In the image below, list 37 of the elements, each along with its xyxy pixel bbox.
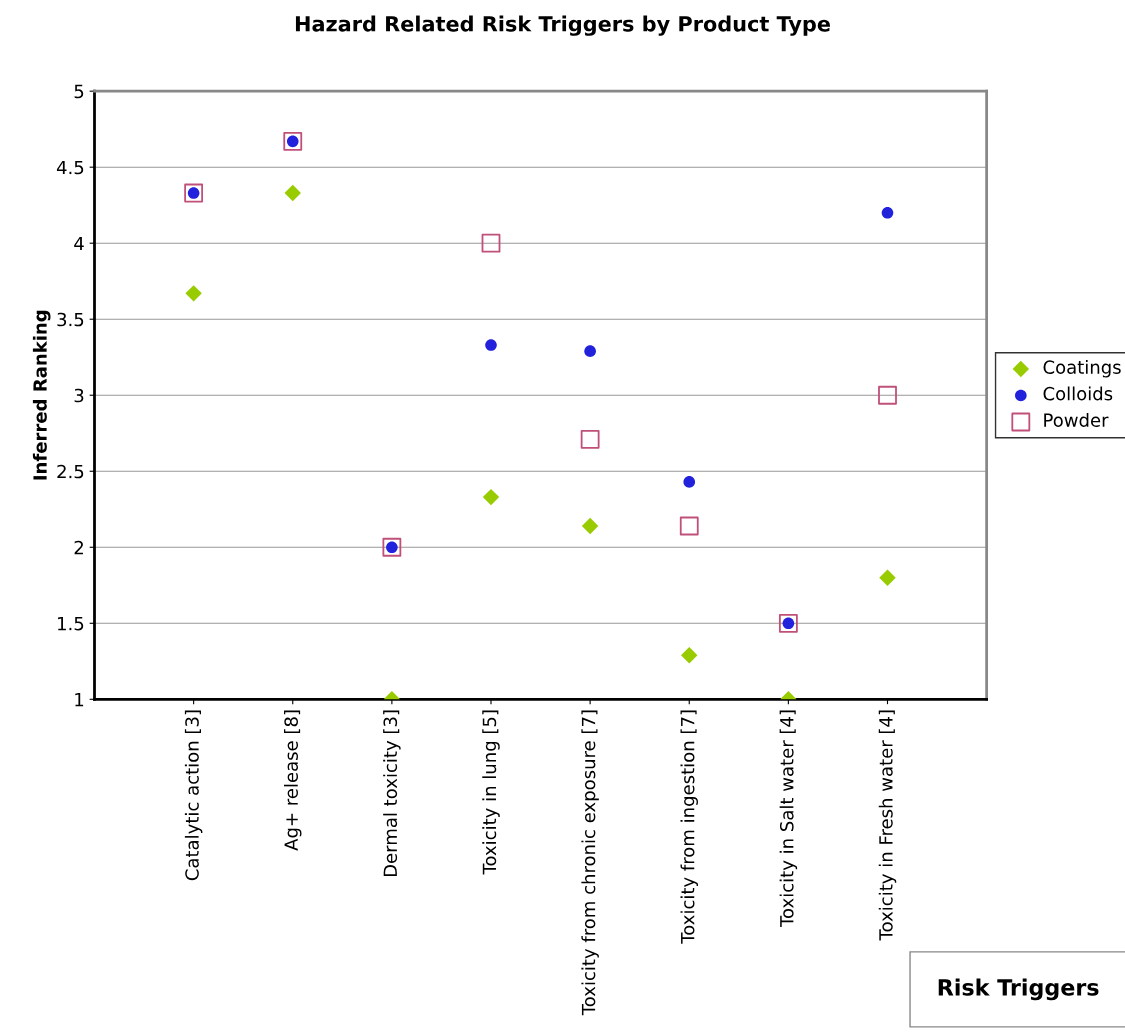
chart-title: Hazard Related Risk Triggers by Product Type (295, 15, 830, 36)
y-tick-label: 4.5 (56, 160, 84, 175)
point (482, 488, 500, 506)
point (481, 233, 501, 253)
x-tick-label: Toxicity in lung [5] (482, 710, 500, 875)
point (185, 285, 202, 302)
x-tick-label: Catalytic action [3] (184, 710, 203, 881)
legend-label: Powder (1044, 413, 1109, 427)
x-axis-title: Risk Triggers (938, 978, 1099, 1001)
y-tick-label: 1.5 (58, 616, 84, 631)
y-axis-title: Inferred Ranking (32, 310, 51, 480)
y-tick-label: 3 (74, 388, 84, 403)
x-tick-label: Toxicity in Fresh water [4] (878, 710, 897, 941)
point (679, 516, 699, 536)
y-tick-label: 2.5 (57, 464, 84, 479)
point (681, 646, 698, 664)
x-tick-label: Toxicity from chronic exposure [7] (581, 710, 599, 1016)
x-tick-label: Toxicity from ingestion [7] (680, 710, 698, 944)
x-tick-label: Ag+ release [8] (284, 710, 302, 851)
point (485, 339, 497, 351)
point (881, 206, 894, 219)
point (683, 476, 696, 488)
legend-label: Colloids (1043, 386, 1113, 401)
y-tick-label: 3.5 (57, 312, 84, 327)
point (284, 184, 301, 202)
point (584, 345, 596, 357)
point (878, 385, 897, 405)
y-tick-label: 4 (74, 236, 84, 251)
y-tick-label: 5 (74, 84, 84, 99)
y-tick-label: 2 (74, 540, 83, 555)
x-tick-label: Toxicity in Salt water [4] (779, 710, 798, 927)
legend-label: Coatings (1043, 359, 1121, 378)
y-tick-label: 1 (75, 693, 84, 707)
point (879, 569, 896, 586)
x-tick-label: Dermal toxicity [3] (383, 710, 401, 877)
point (580, 429, 600, 449)
point (581, 517, 599, 535)
